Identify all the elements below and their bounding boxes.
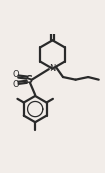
Text: O: O: [13, 80, 20, 89]
Text: S: S: [25, 75, 32, 85]
Text: O: O: [13, 70, 20, 79]
Text: N: N: [49, 64, 56, 73]
